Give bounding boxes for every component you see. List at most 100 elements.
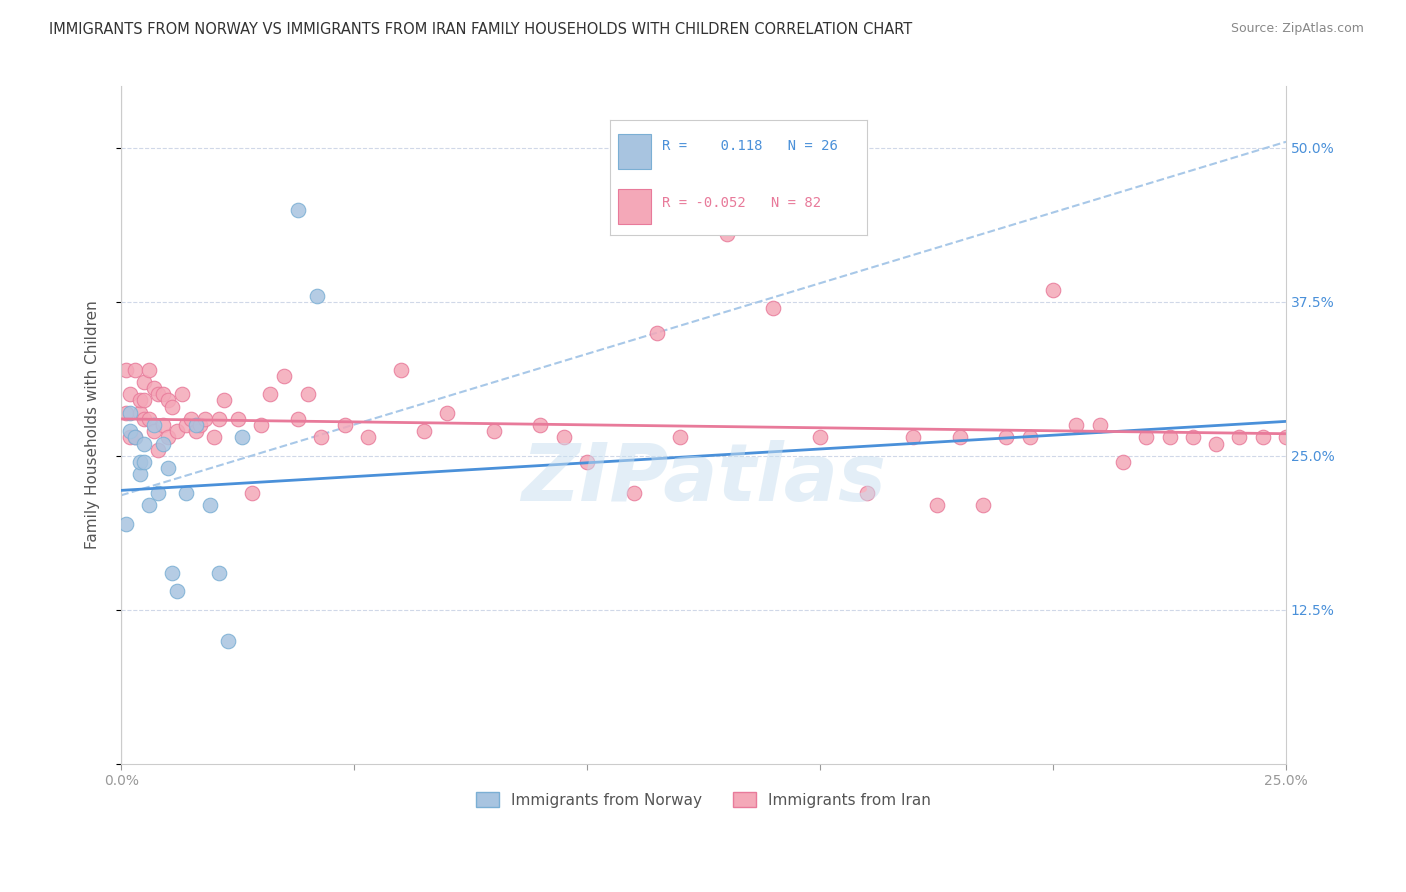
Point xyxy=(152,387,174,401)
Text: Source: ZipAtlas.com: Source: ZipAtlas.com xyxy=(1230,22,1364,36)
Point xyxy=(184,424,207,438)
Point xyxy=(1205,436,1227,450)
Point xyxy=(1042,283,1064,297)
Point xyxy=(903,430,925,444)
Point xyxy=(166,584,188,599)
Point xyxy=(134,393,156,408)
Point xyxy=(202,430,225,444)
Point xyxy=(134,412,156,426)
Point xyxy=(1135,430,1157,444)
Point xyxy=(250,418,273,433)
Point xyxy=(194,412,217,426)
Point xyxy=(623,486,645,500)
Point xyxy=(156,430,179,444)
Point xyxy=(128,467,150,482)
Point xyxy=(148,442,170,457)
Point xyxy=(198,498,221,512)
Point xyxy=(134,455,156,469)
Point xyxy=(180,412,202,426)
Point xyxy=(413,424,436,438)
Point xyxy=(176,418,198,433)
Point xyxy=(995,430,1018,444)
Point xyxy=(156,461,179,475)
Point xyxy=(114,406,136,420)
Text: IMMIGRANTS FROM NORWAY VS IMMIGRANTS FROM IRAN FAMILY HOUSEHOLDS WITH CHILDREN C: IMMIGRANTS FROM NORWAY VS IMMIGRANTS FRO… xyxy=(49,22,912,37)
Point xyxy=(762,301,785,315)
Point xyxy=(273,368,295,383)
Point xyxy=(1229,430,1251,444)
Point xyxy=(120,406,142,420)
Point xyxy=(1251,430,1274,444)
Point xyxy=(972,498,994,512)
Point xyxy=(553,430,575,444)
Point xyxy=(134,375,156,389)
Point xyxy=(184,418,207,433)
Point xyxy=(188,418,211,433)
Point xyxy=(152,436,174,450)
Point xyxy=(142,418,165,433)
Point xyxy=(240,486,263,500)
Point xyxy=(287,202,309,217)
Point xyxy=(925,498,948,512)
Point xyxy=(716,227,738,242)
Point xyxy=(156,393,179,408)
Point xyxy=(208,412,231,426)
Point xyxy=(124,430,146,444)
Point xyxy=(142,381,165,395)
Point xyxy=(176,486,198,500)
Point xyxy=(808,430,831,444)
Point xyxy=(231,430,253,444)
Point xyxy=(855,486,877,500)
Point xyxy=(287,412,309,426)
Point xyxy=(1066,418,1088,433)
Point xyxy=(226,412,249,426)
Point xyxy=(333,418,356,433)
Point xyxy=(124,362,146,376)
Point xyxy=(138,412,160,426)
Point xyxy=(128,455,150,469)
Point xyxy=(1159,430,1181,444)
Point xyxy=(120,387,142,401)
Point xyxy=(217,633,239,648)
Point xyxy=(357,430,380,444)
Point xyxy=(297,387,319,401)
Point xyxy=(529,418,551,433)
Point xyxy=(162,400,184,414)
Point xyxy=(1112,455,1135,469)
Point xyxy=(120,430,142,444)
Text: ZIPatlas: ZIPatlas xyxy=(522,441,886,518)
Point xyxy=(576,455,599,469)
Point xyxy=(645,326,668,340)
Point xyxy=(138,498,160,512)
Point xyxy=(311,430,333,444)
Legend: Immigrants from Norway, Immigrants from Iran: Immigrants from Norway, Immigrants from … xyxy=(470,786,936,814)
Point xyxy=(170,387,193,401)
Point xyxy=(142,424,165,438)
Point xyxy=(208,566,231,580)
Point xyxy=(114,516,136,531)
Point xyxy=(134,436,156,450)
Point xyxy=(259,387,281,401)
Point xyxy=(1275,430,1298,444)
Point xyxy=(305,289,328,303)
Point xyxy=(148,387,170,401)
Point xyxy=(1018,430,1040,444)
Point xyxy=(436,406,458,420)
Point xyxy=(152,418,174,433)
Point xyxy=(212,393,235,408)
Point xyxy=(138,362,160,376)
Y-axis label: Family Households with Children: Family Households with Children xyxy=(86,301,100,549)
Point xyxy=(148,486,170,500)
Point xyxy=(1088,418,1111,433)
Point xyxy=(114,362,136,376)
Point xyxy=(1181,430,1204,444)
Point xyxy=(124,430,146,444)
Point xyxy=(389,362,412,376)
Point xyxy=(482,424,505,438)
Point xyxy=(128,393,150,408)
Point xyxy=(128,406,150,420)
Point xyxy=(166,424,188,438)
Point xyxy=(669,430,692,444)
Point xyxy=(120,424,142,438)
Point xyxy=(162,566,184,580)
